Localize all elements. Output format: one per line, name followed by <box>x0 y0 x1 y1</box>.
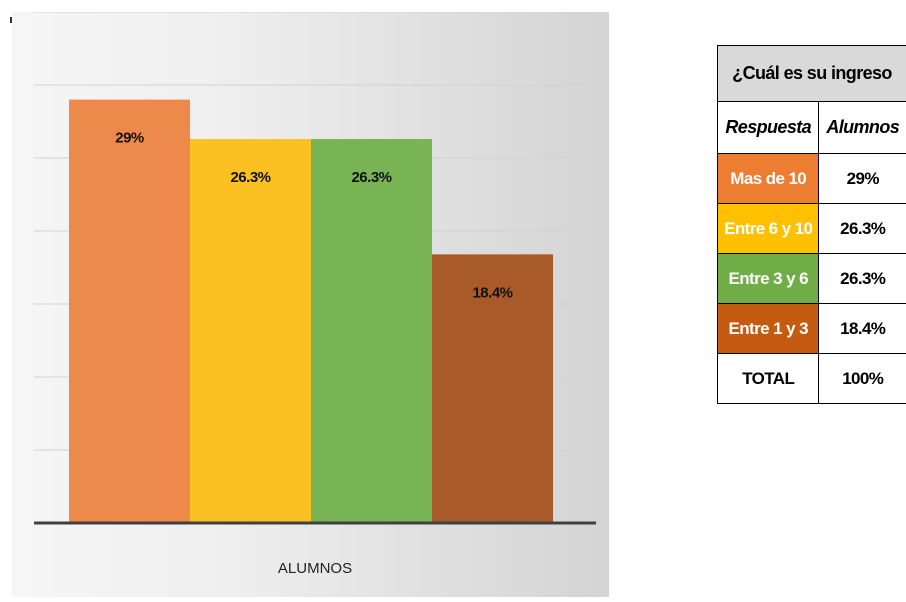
data-label: 18.4% <box>472 284 512 301</box>
data-label: 26.3% <box>351 169 391 186</box>
corner-mark <box>10 17 12 23</box>
header-alumnos: Alumnos <box>818 101 906 154</box>
bar-entre-3-y-6 <box>311 139 432 523</box>
x-category-label: ALUMNOS <box>278 560 352 577</box>
row-alumnos-total: 100% <box>818 353 906 404</box>
bar-chart: 29% 26.3% 26.3% 18.4% ALUMNOS <box>34 12 596 577</box>
table-row-total: TOTAL 100% <box>716 353 906 404</box>
header-respuesta: Respuesta <box>716 101 820 154</box>
data-label: 26.3% <box>230 169 270 186</box>
bar-entre-6-y-10 <box>190 139 311 523</box>
row-respuesta-mas-de-10: Mas de 10 <box>716 153 820 204</box>
row-respuesta-total: TOTAL <box>716 353 820 404</box>
bar-entre-1-y-3 <box>432 254 553 524</box>
chart-panel: 29% 26.3% 26.3% 18.4% ALUMNOS <box>12 12 609 597</box>
table-row: Entre 1 y 3 18.4% <box>716 303 906 354</box>
table-title: ¿Cuál es su ingreso <box>717 45 906 102</box>
income-table: ¿Cuál es su ingreso Respuesta Alumnos Ma… <box>716 45 906 404</box>
table-row: Entre 3 y 6 26.3% <box>716 253 906 304</box>
table-row: Entre 6 y 10 26.3% <box>716 203 906 254</box>
data-label: 29% <box>115 130 144 147</box>
row-respuesta-entre-3-y-6: Entre 3 y 6 <box>716 253 820 304</box>
row-alumnos-entre-1-y-3: 18.4% <box>818 303 906 354</box>
row-alumnos-entre-6-y-10: 26.3% <box>818 203 906 254</box>
row-alumnos-entre-3-y-6: 26.3% <box>818 253 906 304</box>
row-respuesta-entre-1-y-3: Entre 1 y 3 <box>716 303 820 354</box>
table-row: Mas de 10 29% <box>716 153 906 204</box>
row-alumnos-mas-de-10: 29% <box>818 153 906 204</box>
bar-mas-de-10 <box>69 99 190 523</box>
row-respuesta-entre-6-y-10: Entre 6 y 10 <box>716 203 820 254</box>
